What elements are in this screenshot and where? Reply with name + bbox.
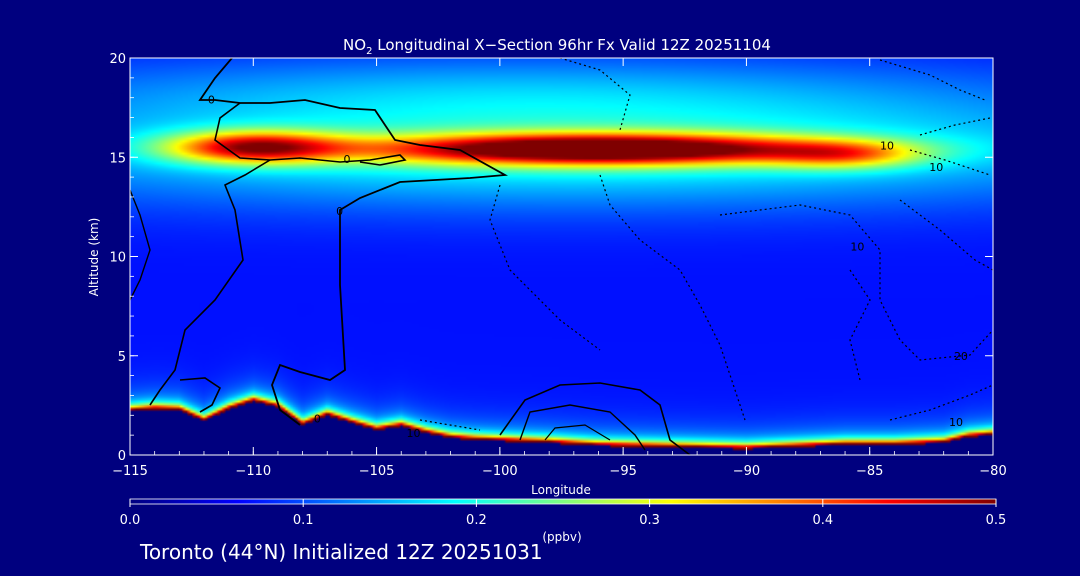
contour-lines — [130, 58, 993, 455]
contour-neg-7 — [719, 204, 993, 361]
x-tick-label: −110 — [235, 464, 271, 479]
colorbar-tick-label: 0.0 — [120, 513, 141, 528]
heatmap-field — [130, 58, 993, 455]
plot-area: 0 0 0 0 10 10 10 10 20 10 — [129, 57, 994, 456]
contour-neg-11 — [419, 419, 481, 431]
y-tick-label: 15 — [109, 151, 126, 166]
title-rest: Longitudinal X−Section 96hr Fx Valid 12Z… — [372, 36, 770, 54]
contour-zero-west — [149, 159, 271, 406]
contour-label: 0 — [314, 412, 321, 425]
contour-surface-1 — [499, 382, 691, 455]
contour-neg-9 — [899, 199, 993, 271]
contour-label: 10 — [929, 161, 943, 174]
colorbar: 0.0 0.1 0.2 0.3 0.4 0.5 (ppbv) — [120, 498, 1007, 544]
contour-neg-10 — [889, 384, 993, 421]
y-tick-label: 0 — [118, 449, 126, 464]
y-tick-label: 10 — [109, 251, 126, 266]
colorbar-tick-label: 0.3 — [639, 513, 660, 528]
contour-surface-3 — [544, 424, 611, 441]
x-tick-label: −105 — [359, 464, 395, 479]
contour-zero-edge — [130, 189, 151, 301]
colorbar-unit-label: (ppbv) — [542, 530, 581, 544]
y-axis-label: Altitude (km) — [87, 218, 101, 297]
contour-label: 10 — [407, 427, 421, 440]
colorbar-tick-label: 0.2 — [466, 513, 487, 528]
contour-neg-8 — [849, 269, 871, 381]
title-subscript: 2 — [366, 46, 372, 57]
y-tick-label: 5 — [118, 350, 126, 365]
contour-surface-2 — [519, 404, 646, 451]
x-tick-label: −100 — [482, 464, 518, 479]
contour-neg-6 — [489, 184, 601, 351]
contour-neg-3 — [919, 117, 991, 136]
footer-caption: Toronto (44°N) Initialized 12Z 20251031 — [140, 540, 543, 564]
colorbar-tick-label: 0.1 — [293, 513, 314, 528]
contour-label: 10 — [850, 241, 864, 254]
x-tick-label: −80 — [979, 464, 1006, 479]
x-tick-label: −85 — [856, 464, 883, 479]
title-species: NO — [343, 36, 366, 54]
contour-neg-4 — [909, 149, 991, 176]
x-axis-label: Longitude — [531, 483, 591, 497]
contour-label: 0 — [208, 94, 215, 107]
y-axis: 0 5 10 15 20 — [109, 52, 993, 464]
contour-zero-low — [179, 377, 222, 413]
colorbar-tick-label: 0.4 — [812, 513, 833, 528]
contour-label: 10 — [949, 416, 963, 429]
contour-labels: 0 0 0 0 10 10 10 10 20 10 — [208, 94, 968, 440]
contour-neg-1 — [559, 58, 631, 131]
contour-label: 10 — [880, 139, 894, 152]
contour-label: 0 — [336, 205, 343, 218]
contour-zero-upper — [214, 102, 407, 166]
y-tick-label: 20 — [109, 52, 126, 67]
x-tick-label: −115 — [112, 464, 148, 479]
colorbar-tick-label: 0.5 — [986, 513, 1007, 528]
x-axis: −115 −110 −105 −100 −95 −90 −85 −80 — [112, 58, 1007, 479]
x-tick-label: −95 — [609, 464, 636, 479]
chart-title: NO2 Longitudinal X−Section 96hr Fx Valid… — [343, 36, 771, 57]
colorbar-ticks: 0.0 0.1 0.2 0.3 0.4 0.5 — [120, 499, 1007, 528]
x-tick-label: −90 — [733, 464, 760, 479]
contour-neg-2 — [879, 59, 986, 101]
colorbar-bar — [129, 498, 997, 505]
contour-label: 0 — [343, 153, 350, 166]
contour-label: 20 — [954, 350, 968, 363]
